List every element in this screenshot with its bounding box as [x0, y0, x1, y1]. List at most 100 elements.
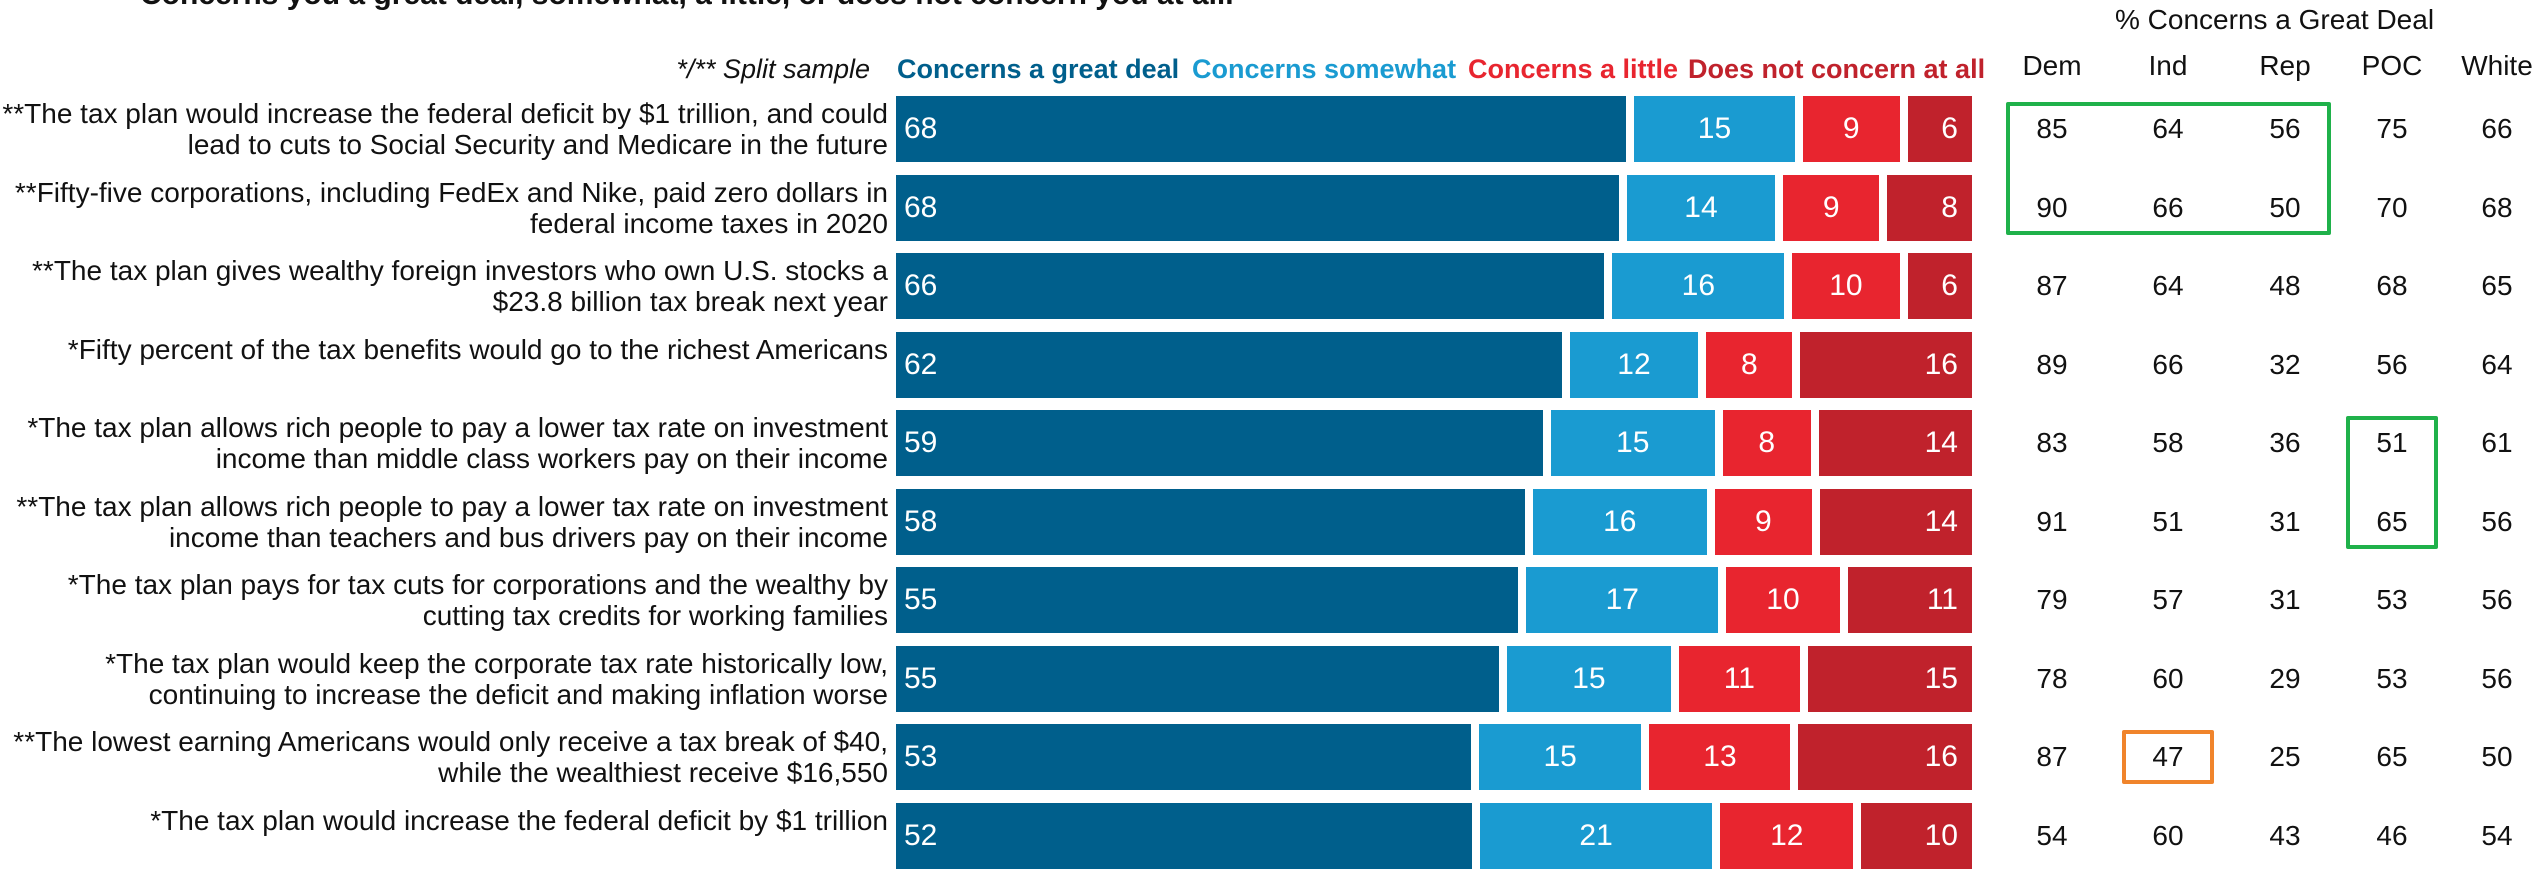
column-header: POC	[2361, 50, 2423, 81]
bar-segment: 21	[1479, 802, 1713, 869]
table-cell: 36	[2269, 427, 2301, 458]
bar-value-label: 14	[1924, 426, 1958, 459]
bar-value-label: 11	[1926, 583, 1958, 616]
table-cell: 64	[2152, 113, 2184, 144]
table-cell: 58	[2152, 427, 2184, 458]
bar-value-label: 8	[1740, 347, 1758, 381]
table-cell: 66	[2481, 113, 2513, 144]
split-sample-note: */** Split sample	[676, 54, 870, 84]
bar-segment: 17	[1526, 567, 1719, 633]
bar-value-label: 55	[904, 583, 938, 616]
bar-segment: 68	[896, 96, 1626, 162]
row-label: **The tax plan would increase the federa…	[2, 98, 888, 160]
bar-value-label: 10	[1766, 583, 1800, 616]
table-cell: 29	[2269, 662, 2301, 694]
bar-segment: 15	[1550, 410, 1715, 476]
bar-segment: 9	[1783, 174, 1879, 241]
table-cell: 66	[2152, 348, 2184, 380]
table-cell: 56	[2269, 113, 2301, 144]
bar-segment: 8	[1722, 410, 1811, 476]
highlight-box	[2346, 416, 2438, 549]
bar-value-label: 12	[1770, 818, 1804, 852]
table-cell: 66	[2152, 191, 2184, 223]
bar-segment: 11	[1847, 567, 1972, 633]
bar-segment: 15	[1478, 724, 1642, 790]
bar-segment: 10	[1792, 253, 1900, 319]
table-cell: 61	[2481, 427, 2513, 458]
bar-value-label: 9	[1755, 504, 1772, 538]
bar-segment: 8	[1706, 331, 1793, 398]
row-label: **Fifty-five corporations, including Fed…	[14, 176, 888, 239]
table-cell: 64	[2152, 270, 2184, 301]
table-cell: 51	[2152, 505, 2184, 537]
bar-value-label: 11	[1723, 661, 1755, 695]
table-cell: 56	[2481, 505, 2513, 537]
table-cell: 87	[2036, 270, 2068, 301]
table-cell: 70	[2376, 191, 2408, 223]
bar-segment: 68	[896, 174, 1619, 241]
bar-value-label: 9	[1822, 190, 1840, 224]
bar-value-label: 9	[1842, 112, 1860, 145]
table-cell: 54	[2481, 819, 2513, 851]
bar-value-label: 13	[1703, 740, 1737, 773]
table-cell: 56	[2376, 348, 2408, 380]
bar-segment: 11	[1679, 645, 1800, 712]
bar-value-label: 15	[1924, 661, 1958, 695]
bar-value-label: 16	[1924, 740, 1958, 773]
table-cell: 31	[2269, 505, 2301, 537]
table-cell: 47	[2152, 741, 2184, 772]
bar-segment: 8	[1886, 174, 1972, 241]
table-cell: 79	[2036, 584, 2068, 615]
bar-value-label: 15	[1697, 112, 1732, 145]
bar-value-label: 62	[904, 347, 938, 381]
table-cell: 68	[2481, 191, 2513, 223]
bar-segment: 53	[896, 724, 1471, 790]
bar-segment: 9	[1802, 96, 1900, 162]
bar-value-label: 68	[904, 112, 938, 145]
bar-value-label: 17	[1605, 583, 1639, 616]
bar-segment: 12	[1720, 802, 1854, 869]
table-cell: 31	[2269, 584, 2301, 615]
table-cell: 60	[2152, 819, 2184, 851]
row-label: **The tax plan allows rich people to pay…	[16, 490, 888, 553]
bar-segment: 10	[1726, 567, 1840, 633]
table-cell: 25	[2269, 741, 2301, 772]
table-cell: 32	[2269, 348, 2301, 380]
bar-segment: 6	[1907, 96, 1972, 162]
row-label: *The tax plan would increase the federal…	[150, 804, 888, 836]
table-cell: 65	[2376, 741, 2408, 772]
bar-value-label: 8	[1758, 426, 1776, 459]
legend-a-little: Concerns a little	[1468, 54, 1679, 84]
bar-value-label: 16	[1924, 347, 1958, 381]
table-cell: 43	[2269, 819, 2301, 851]
column-header: Rep	[2259, 50, 2311, 81]
bar-value-label: 68	[904, 190, 938, 224]
table-cell: 56	[2481, 662, 2513, 694]
bar-segment: 59	[896, 410, 1543, 476]
table-cell: 53	[2376, 584, 2408, 615]
column-header: Dem	[2022, 50, 2082, 81]
bar-value-label: 55	[904, 661, 938, 695]
bar-value-label: 16	[1681, 269, 1716, 302]
table-cell: 68	[2376, 270, 2408, 301]
bar-value-label: 6	[1941, 112, 1958, 145]
bar-segment: 55	[896, 567, 1519, 633]
bar-segment: 12	[1569, 331, 1699, 398]
bar-segment: 15	[1807, 645, 1972, 712]
table-cell: 65	[2376, 505, 2408, 537]
bar-value-label: 52	[904, 818, 938, 852]
table-cell: 75	[2376, 113, 2408, 144]
bar-segment: 14	[1818, 410, 1972, 476]
bar-segment: 10	[1861, 802, 1972, 869]
table-cell: 83	[2036, 427, 2068, 458]
row-label: *The tax plan allows rich people to pay …	[27, 412, 888, 474]
table-cell: 87	[2036, 741, 2068, 772]
bar-segment: 15	[1633, 96, 1795, 162]
legend-great-deal: Concerns a great deal	[897, 54, 1180, 84]
row-label: *Fifty percent of the tax benefits would…	[67, 333, 888, 365]
legend-not-at-all: Does not concern at all	[1688, 54, 1986, 84]
table-cell: 48	[2269, 270, 2301, 301]
bar-segment: 62	[896, 331, 1562, 398]
row-label: **The tax plan gives wealthy foreign inv…	[32, 255, 888, 317]
table-cell: 56	[2481, 584, 2513, 615]
